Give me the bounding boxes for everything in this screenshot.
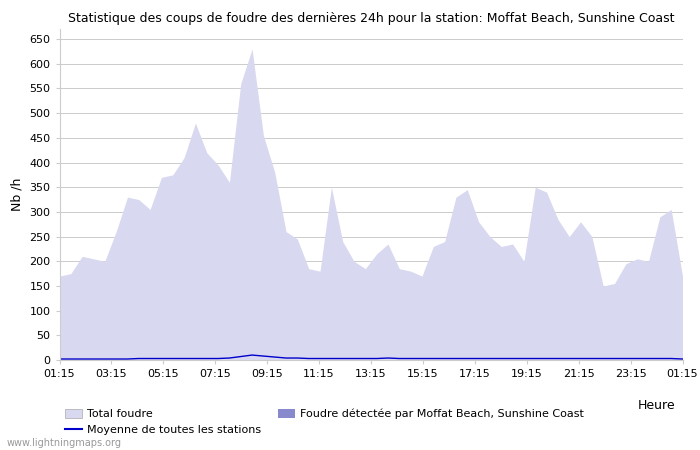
Legend: Total foudre, Moyenne de toutes les stations, Foudre détectée par Moffat Beach, : Total foudre, Moyenne de toutes les stat… bbox=[65, 409, 584, 435]
Text: Heure: Heure bbox=[638, 399, 676, 412]
Title: Statistique des coups de foudre des dernières 24h pour la station: Moffat Beach,: Statistique des coups de foudre des dern… bbox=[68, 12, 674, 25]
Y-axis label: Nb /h: Nb /h bbox=[10, 178, 24, 211]
Text: www.lightningmaps.org: www.lightningmaps.org bbox=[7, 438, 122, 448]
